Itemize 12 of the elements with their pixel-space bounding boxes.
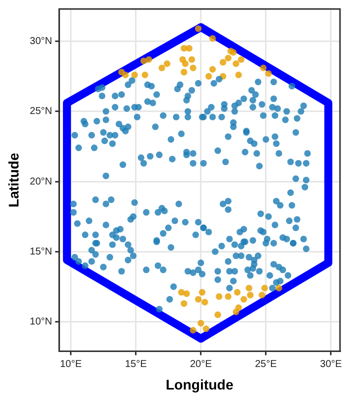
- x-tick-label: 20°E: [190, 358, 212, 370]
- x-tick-label: 10°E: [60, 358, 82, 370]
- x-axis-title: Longitude: [166, 376, 234, 392]
- x-tick-label: 30°E: [320, 358, 342, 370]
- y-axis-title: Latitude: [5, 152, 22, 208]
- y-tick-label: 15°N: [30, 246, 52, 258]
- y-tick-label: 25°N: [30, 106, 52, 118]
- y-tick-label: 10°N: [30, 316, 52, 328]
- y-tick-label: 20°N: [30, 176, 52, 188]
- x-tick-label: 15°E: [124, 358, 148, 370]
- y-tick-label: 30°N: [30, 36, 52, 48]
- x-tick-label: 25°E: [254, 358, 278, 370]
